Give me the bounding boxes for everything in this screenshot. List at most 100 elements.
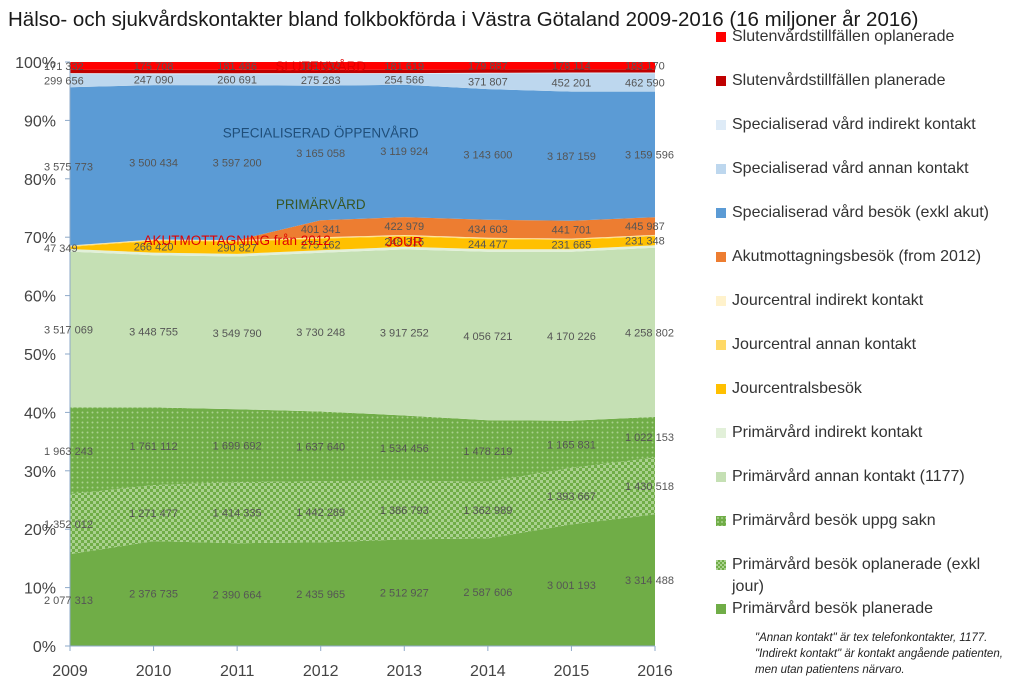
data-label: 1 386 793 [380,505,429,517]
legend-item: Primärvård annan kontakt (1177) [716,466,1016,506]
data-label: 3 165 058 [296,148,345,160]
x-tick-label: 2012 [303,663,339,680]
x-tick-label: 2015 [554,663,590,680]
legend-item: Akutmottagningsbesök (from 2012) [716,246,1016,286]
y-tick-label: 100% [15,55,56,72]
data-label: 1 478 219 [463,446,512,458]
data-label: 260 691 [217,75,257,87]
data-label: 2 390 664 [213,590,262,602]
data-label: 179 887 [468,61,508,73]
legend-item: Primärvård besök planerade [716,598,1016,638]
legend-item: Jourcentral indirekt kontakt [716,290,1016,330]
data-label: 1 637 640 [296,441,345,453]
data-label: 181 619 [384,61,424,73]
legend-swatch [716,208,726,218]
data-label: 462 590 [625,77,665,89]
legend-label: Akutmottagningsbesök (from 2012) [732,248,982,265]
data-label: 1 271 477 [129,508,178,520]
legend-item: Slutenvårdstillfällen planerade [716,70,1016,110]
legend-label: Specialiserad vård besök (exkl akut) [732,204,990,221]
x-tick-label: 2009 [52,663,88,680]
legend-item: Jourcentralsbesök [716,378,1016,418]
y-tick-label: 50% [24,347,56,364]
footnote-line: "Annan kontakt" är tex telefonkontakter,… [755,632,988,644]
data-label: 3 597 200 [213,158,262,170]
data-label: 2 376 735 [129,589,178,601]
data-label: 3 448 755 [129,326,178,338]
legend-swatch [716,604,726,614]
y-tick-label: 90% [24,113,56,130]
data-label: 181 333 [301,61,341,73]
data-label: 3 917 252 [380,327,429,339]
data-label: 3 730 248 [296,327,345,339]
data-label: 4 170 226 [547,331,596,343]
y-tick-label: 70% [24,230,56,247]
y-tick-label: 0% [33,639,56,656]
annotation-label: JOUR [386,235,423,250]
data-label: 290 827 [217,243,257,255]
data-label: 1 165 831 [547,439,596,451]
data-label: 1 963 243 [44,446,93,458]
area-primarvard-indirekt-kontakt [70,245,655,257]
x-tick-label: 2014 [470,663,506,680]
y-tick-label: 60% [24,289,56,306]
annotation-label: SLUTENVÅRD [275,59,366,74]
data-label: 3 159 596 [625,149,674,161]
data-label: 231 348 [625,236,665,248]
y-tick-label: 20% [24,522,56,539]
legend-label: Specialiserad vård indirekt kontakt [732,116,976,133]
data-label: 1 393 667 [547,491,596,503]
data-label: 2 587 606 [463,587,512,599]
data-label: 3 549 790 [213,328,262,340]
area-specialiserad-vard-besok-exkl-akut [70,84,655,246]
x-tick-label: 2010 [136,663,172,680]
data-label: 231 665 [552,240,592,252]
data-label: 1 699 692 [213,441,262,453]
legend-swatch [716,560,726,570]
data-label: 1 352 012 [44,519,93,531]
data-label: 1 442 289 [296,507,345,519]
legend-label: Jourcentral annan kontakt [732,336,917,353]
data-label: 1 534 456 [380,443,429,455]
data-label: 3 575 773 [44,161,93,173]
legend-label: Primärvård besök uppg sakn [732,512,936,529]
data-label: 441 701 [552,225,592,237]
data-label: 171 332 [44,61,84,73]
data-label: 445 987 [625,221,665,233]
area-specialiserad-vard-indirekt-kontakt [70,72,655,75]
legend-item: Specialiserad vård annan kontakt [716,158,1016,198]
legend-label: Jourcentralsbesök [732,380,862,397]
data-label: 4 258 802 [625,327,674,339]
data-label: 1 761 112 [130,441,178,453]
data-label: 2 077 313 [44,595,93,607]
data-label: 181 486 [217,61,257,73]
legend-swatch [716,252,726,262]
legend-swatch [716,120,726,130]
data-label: 2 435 965 [296,589,345,601]
legend-item: Primärvård besök uppg sakn [716,510,1016,550]
legend-swatch [716,164,726,174]
area-primarvard-annan-kontakt-1177 [70,247,655,421]
data-label: 254 566 [384,74,424,86]
footnote-line: men utan patientens närvaro. [755,664,905,676]
data-label: 183 170 [625,61,665,73]
data-label: 275 283 [301,75,341,87]
area-specialiserad-vard-annan-kontakt [70,73,655,92]
area-akutmottagningsbesok-from-2012 [70,217,655,246]
data-label: 2 512 927 [380,588,429,600]
legend-swatch [716,76,726,86]
data-label: 266 420 [134,242,174,254]
data-label: 401 341 [301,224,341,236]
legend-item: Specialiserad vård indirekt kontakt [716,114,1016,154]
y-tick-label: 10% [24,581,56,598]
data-label: 4 056 721 [463,331,512,343]
data-label: 3 001 193 [547,580,596,592]
data-label: 178 114 [552,61,591,73]
data-label: 3 314 488 [625,575,674,587]
legend-label: Jourcentral indirekt kontakt [732,292,924,309]
data-label: 1 414 335 [213,508,262,520]
data-label: 175 708 [134,61,174,73]
data-label: 248 315 [384,237,424,249]
